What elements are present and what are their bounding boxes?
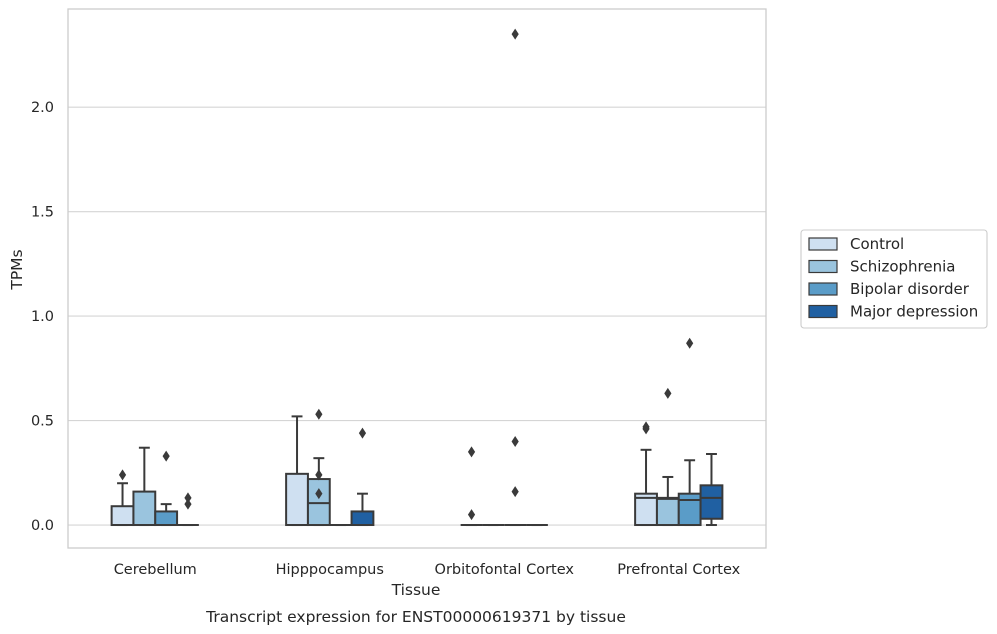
box-body: [677, 492, 702, 527]
legend-frame: [800, 229, 988, 329]
outlier-point: [315, 469, 323, 481]
y-axis-label: TPMs: [8, 249, 26, 290]
x-tick-label: Hipppocampus: [276, 562, 384, 578]
box-body: [306, 478, 331, 527]
legend-label: Schizophrenia: [850, 258, 955, 276]
outlier-point: [664, 387, 672, 399]
legend-swatch: [808, 237, 838, 251]
outlier-point: [511, 28, 519, 40]
outlier-point: [184, 492, 192, 504]
legend-label: Major depression: [850, 303, 978, 321]
x-tick-labels: Cerebellum Hipppocampus Orbitofontal Corte…: [114, 562, 741, 578]
box: [655, 387, 680, 527]
y-tick-label: 0.5: [31, 414, 54, 430]
legend-label: Control: [850, 235, 904, 253]
box: [504, 28, 527, 527]
box: [677, 337, 702, 527]
legend-swatch: [808, 304, 838, 319]
outlier-point: [467, 446, 476, 458]
outlier-point: [511, 486, 519, 498]
box-body: [285, 472, 309, 527]
x-axis-label: Tissue: [391, 581, 441, 599]
box-body: [132, 490, 157, 527]
outlier-point: [315, 408, 323, 420]
box: [460, 446, 483, 527]
y-tick-label: 0.0: [31, 518, 54, 534]
outlier-point: [467, 509, 476, 521]
box-marks: [110, 28, 724, 527]
outlier-point: [118, 469, 127, 481]
x-tick-label: Orbitofontal Cortex: [435, 562, 575, 578]
legend-swatch: [808, 259, 838, 274]
y-tick-labels: 0.0 0.5 1.0 1.5 2.0: [31, 100, 54, 534]
legend-swatch: [808, 282, 838, 296]
gridlines: [68, 106, 766, 526]
box: [132, 446, 157, 527]
y-tick-label: 1.0: [31, 309, 54, 325]
x-tick-label: Prefrontal Cortex: [617, 562, 740, 578]
box: [110, 469, 135, 527]
outlier-point: [642, 421, 650, 433]
y-tick-label: 2.0: [31, 100, 54, 116]
box-body: [154, 510, 179, 527]
outlier-point: [184, 498, 192, 510]
legend: Control Schizophrenia Bipolar disorder Majo…: [800, 229, 988, 329]
box: [350, 427, 375, 527]
box-body: [350, 510, 375, 527]
outlier-point: [358, 427, 367, 439]
y-tick-label: 1.5: [31, 205, 54, 221]
box: [154, 450, 179, 527]
box: [177, 492, 199, 527]
box-body: [110, 505, 135, 527]
box: [306, 408, 331, 527]
outlier-point: [686, 337, 694, 349]
legend-label: Bipolar disorder: [850, 280, 970, 298]
outlier-point: [162, 450, 170, 462]
box: [634, 421, 658, 527]
x-tick-label: Cerebellum: [114, 562, 197, 578]
box-body: [655, 496, 680, 527]
chart-title: Transcript expression for ENST0000061937…: [205, 608, 626, 626]
outlier-point: [315, 488, 323, 500]
plot-frame: [67, 8, 767, 549]
outlier-point: [511, 435, 519, 447]
box-body: [699, 484, 724, 520]
box: [285, 415, 309, 527]
box: [699, 452, 724, 527]
